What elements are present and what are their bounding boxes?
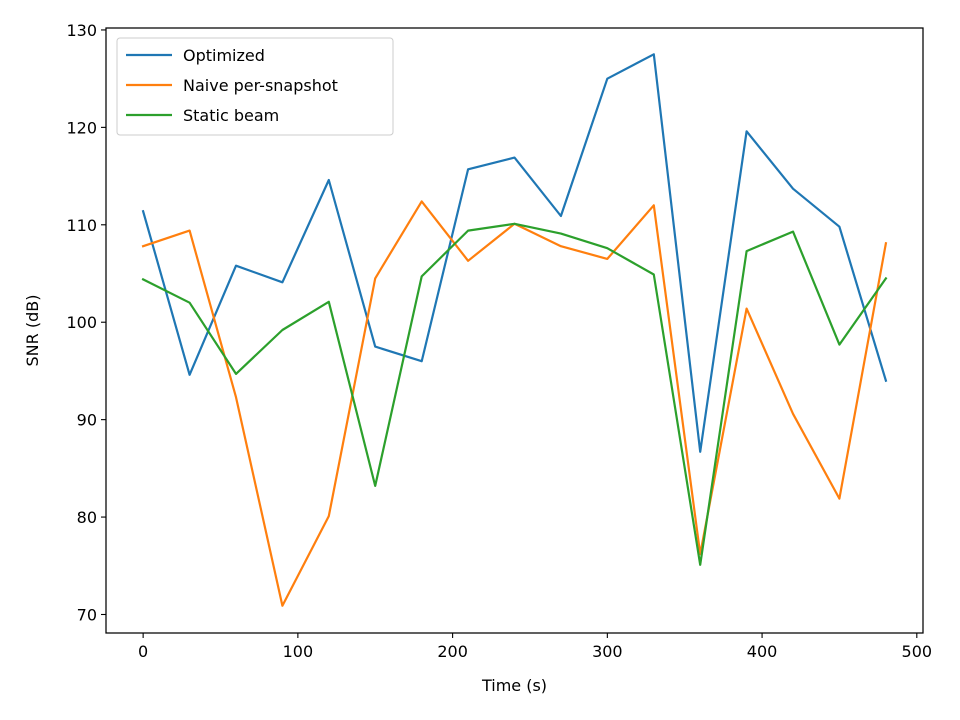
legend-label-1: Naive per-snapshot (183, 76, 338, 95)
x-axis: 0 100 200 300 400 500 (138, 633, 932, 661)
y-tick-label: 120 (66, 118, 97, 137)
x-tick-label: 200 (437, 642, 468, 661)
series-line-0 (141, 53, 888, 453)
x-tick-label: 500 (902, 642, 933, 661)
x-axis-label: Time (s) (481, 676, 547, 695)
series-line-2 (141, 222, 888, 566)
x-tick-label: 100 (283, 642, 314, 661)
legend-box (116, 37, 394, 136)
y-tick-label: 90 (77, 411, 97, 430)
x-tick-label: 300 (592, 642, 623, 661)
legend-label-2: Static beam (183, 106, 279, 125)
series-layer (141, 53, 888, 607)
y-axis: 70 80 90 100 110 120 130 (66, 21, 106, 624)
x-tick-label: 400 (747, 642, 778, 661)
y-axis-label: SNR (dB) (23, 295, 42, 367)
y-tick-label: 100 (66, 313, 97, 332)
y-tick-label: 130 (66, 21, 97, 40)
legend: Optimized Naive per-snapshot Static beam (116, 37, 394, 136)
plot-frame (105, 27, 924, 634)
x-tick-label: 0 (138, 642, 148, 661)
y-tick-label: 110 (66, 216, 97, 235)
legend-label-0: Optimized (183, 46, 265, 65)
y-tick-label: 70 (77, 605, 97, 624)
y-tick-label: 80 (77, 508, 97, 527)
